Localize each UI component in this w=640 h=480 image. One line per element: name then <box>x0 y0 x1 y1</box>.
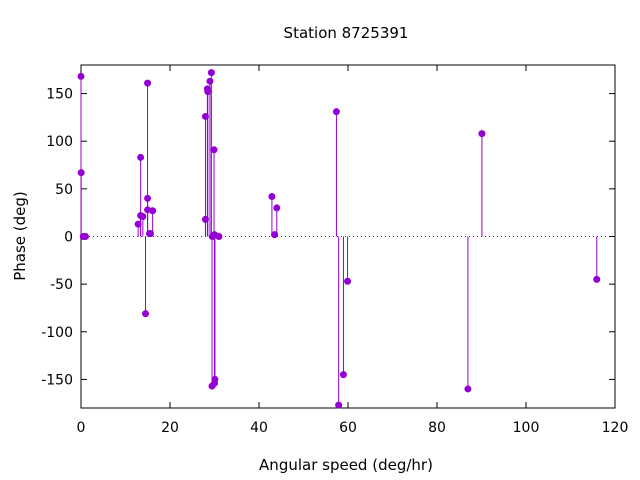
x-tick-label: 0 <box>77 420 86 436</box>
data-point <box>142 310 150 318</box>
y-axis-label: Phase (deg) <box>11 191 29 281</box>
data-point <box>207 69 215 77</box>
data-point <box>77 72 85 80</box>
data-point <box>144 79 152 87</box>
data-point <box>144 194 152 202</box>
data-point <box>478 130 486 138</box>
y-tick-label: -100 <box>41 325 73 341</box>
data-point <box>206 77 214 85</box>
data-point <box>339 371 347 379</box>
x-tick-label: 80 <box>428 420 446 436</box>
data-point <box>137 153 145 161</box>
data-point <box>139 212 147 220</box>
data-point <box>204 88 212 96</box>
data-point <box>201 112 209 120</box>
x-axis-label: Angular speed (deg/hr) <box>259 456 433 474</box>
x-tick-label: 40 <box>250 420 268 436</box>
data-point <box>149 207 157 215</box>
data-point <box>77 169 85 177</box>
x-tick-label: 120 <box>602 420 629 436</box>
y-tick-label: 50 <box>55 182 73 198</box>
y-tick-label: 100 <box>46 134 73 150</box>
data-point <box>146 230 154 238</box>
data-point <box>211 375 219 383</box>
y-tick-label: -50 <box>50 277 73 293</box>
y-tick-label: 150 <box>46 87 73 103</box>
x-tick-label: 100 <box>513 420 540 436</box>
x-tick-label: 20 <box>161 420 179 436</box>
data-point <box>81 233 89 240</box>
data-point <box>271 231 279 239</box>
data-point <box>210 146 218 154</box>
data-point <box>332 108 340 116</box>
data-point <box>134 220 142 228</box>
data-point <box>268 192 276 200</box>
axis-ticks: 0 20 40 60 80 100 120 -150 -100 -50 0 50 100 150 <box>41 65 628 436</box>
data-point <box>464 385 472 393</box>
x-tick-label: 60 <box>339 420 357 436</box>
data-point <box>201 215 209 223</box>
data-point <box>273 204 281 212</box>
y-tick-label: -150 <box>41 372 73 388</box>
data-points <box>77 69 601 409</box>
data-point <box>593 275 601 283</box>
impulse-lines <box>80 72 598 406</box>
data-point <box>344 277 352 285</box>
data-point <box>215 233 223 240</box>
chart-title: Station 8725391 <box>284 24 409 42</box>
data-point <box>335 401 343 409</box>
y-tick-label: 0 <box>64 230 73 246</box>
